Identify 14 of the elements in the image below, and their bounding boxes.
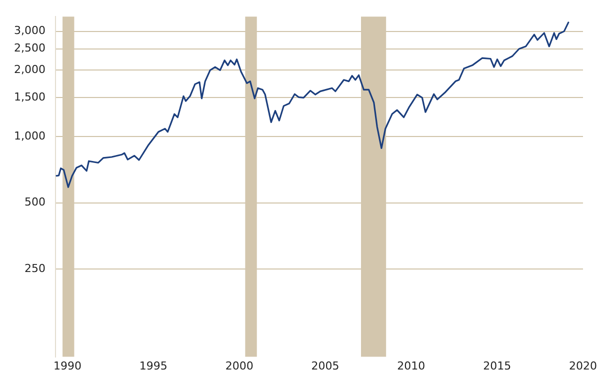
x-tick-label: 1990 [54, 359, 82, 372]
y-tick-label: 2,500 [14, 42, 46, 55]
y-tick-label: 1,000 [14, 129, 46, 142]
x-tick-label: 2020 [569, 359, 598, 372]
y-tick-label: 2,000 [14, 63, 46, 76]
y-tick-label: 1,500 [14, 90, 46, 104]
y-tick-label: 250 [24, 262, 46, 275]
x-tick-label: 2000 [225, 359, 254, 372]
y-tick-label: 3,000 [14, 24, 46, 38]
x-tick-label: 1995 [139, 359, 168, 372]
x-tick-label: 2005 [311, 359, 340, 372]
x-tick-label: 2010 [397, 359, 426, 372]
x-tick-label: 2015 [483, 359, 512, 372]
y-tick-label: 500 [24, 196, 46, 209]
